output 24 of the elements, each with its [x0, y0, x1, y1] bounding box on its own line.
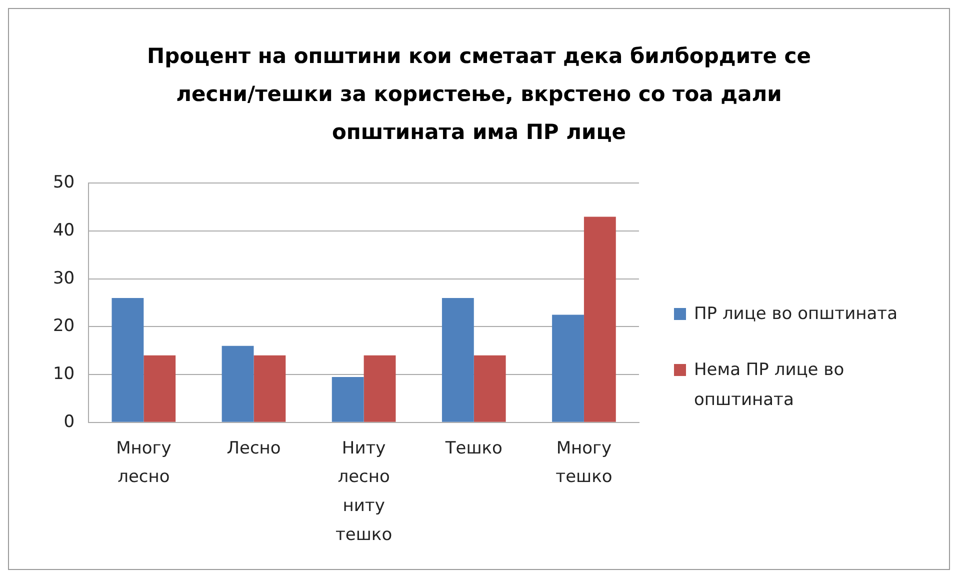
x-tick-label: Многу тешко — [556, 438, 612, 488]
legend-label: ПР лице во општината — [694, 303, 898, 326]
bar — [332, 376, 364, 422]
legend-label: Нема ПР лице во општината — [694, 359, 846, 412]
bar — [144, 355, 176, 422]
x-tick-label: Ниту лесно ниту тешко — [336, 438, 392, 545]
x-tick-label: Многу лесно — [116, 438, 172, 488]
chart-title: Процент на општини кои сметаат дека билбордите се лесни/тешки за користење, вкрстено со тоа дали општината има ПР лице — [146, 43, 812, 146]
y-tick-label: 50 — [52, 172, 75, 193]
bar — [112, 298, 144, 422]
bar — [254, 355, 286, 422]
y-tick-label: 10 — [52, 364, 75, 384]
y-tick-label: 20 — [52, 316, 75, 336]
x-tick-label: Лесно — [226, 438, 281, 458]
bar — [442, 298, 474, 422]
x-tick-label: Тешко — [444, 438, 502, 458]
y-tick-label: 30 — [52, 268, 75, 288]
bar — [364, 355, 396, 422]
y-tick-label: 0 — [64, 412, 75, 432]
bar — [584, 216, 616, 422]
y-tick-label: 40 — [52, 220, 75, 240]
bar — [474, 355, 506, 422]
bar — [222, 346, 254, 422]
bar — [552, 314, 584, 422]
